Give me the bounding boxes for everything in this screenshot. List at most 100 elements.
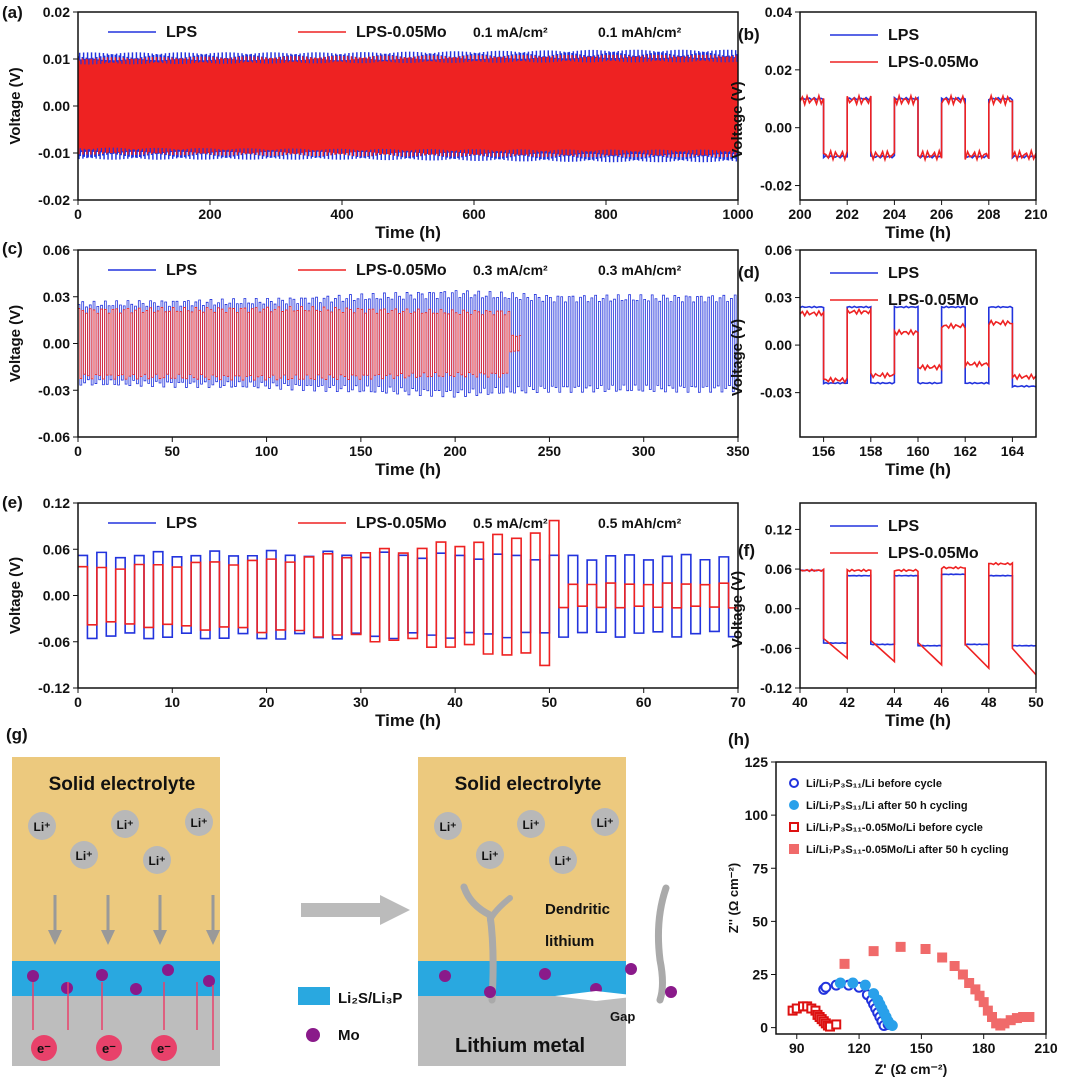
data-point xyxy=(859,979,871,991)
panel-label: (h) xyxy=(728,730,750,749)
x-tick-label: 210 xyxy=(1034,1040,1058,1056)
li-ion-icon xyxy=(476,841,504,869)
x-tick-label: 42 xyxy=(839,694,855,710)
li-ion-icon xyxy=(143,846,171,874)
x-tick-label: 158 xyxy=(859,443,883,459)
lithium-metal-layer xyxy=(418,996,626,1066)
x-tick-label: 150 xyxy=(910,1040,934,1056)
mo-particle xyxy=(625,963,637,975)
li-ion-label: Li⁺ xyxy=(76,849,93,863)
y-tick-label: 0.06 xyxy=(43,541,70,557)
panel-label: (a) xyxy=(2,3,23,22)
dendrite xyxy=(654,884,670,1004)
condition-label: 0.1 mA/cm² xyxy=(473,24,548,40)
li-ion-icon xyxy=(591,808,619,836)
legend-label: LPS-0.05Mo xyxy=(888,292,979,309)
legend-marker xyxy=(789,800,799,810)
y-tick-label: 100 xyxy=(745,807,769,823)
mo-particle xyxy=(484,986,496,998)
x-tick-label: 50 xyxy=(164,443,180,459)
legend-label: LPS-0.05Mo xyxy=(356,262,447,279)
data-point xyxy=(920,944,931,954)
x-tick-label: 210 xyxy=(1024,206,1048,222)
electron-label: e⁻ xyxy=(102,1041,116,1056)
y-tick-label: 0.04 xyxy=(765,4,792,20)
plot-area xyxy=(800,93,1036,163)
condition-label: 0.5 mAh/cm² xyxy=(598,515,682,531)
legend-label: LPS-0.05Mo xyxy=(888,54,979,71)
li-ion-label: Li⁺ xyxy=(482,849,499,863)
x-tick-label: 10 xyxy=(164,694,180,710)
interlayer xyxy=(12,961,220,996)
li-ion-label: Li⁺ xyxy=(597,816,614,830)
li-ion-icon xyxy=(549,846,577,874)
data-point xyxy=(895,941,906,952)
li-ion-icon xyxy=(70,841,98,869)
data-point xyxy=(834,977,846,989)
x-tick-label: 200 xyxy=(788,206,812,222)
panel-d: 156 158 160 162 164 0.06 0.03 0.00 -0.03 Time (h)… xyxy=(729,242,1037,479)
dendrite-label: Dendritic xyxy=(545,901,610,918)
y-tick-label: 0.00 xyxy=(43,336,70,352)
x-tick-label: 46 xyxy=(934,694,950,710)
x-tick-label: 400 xyxy=(330,206,354,222)
x-tick-label: 300 xyxy=(632,443,656,459)
y-tick-label: 0.00 xyxy=(765,120,792,136)
data-point xyxy=(868,946,879,957)
y-tick-label: 0.06 xyxy=(765,561,792,577)
panel-g-schematic: (g) Solid electrolyte Li⁺ Li⁺ Li⁺ Li⁺ Li⁺ e⁻ e⁻ e… xyxy=(6,725,677,1066)
mo-particle xyxy=(162,964,174,976)
panel-b: 200 202 204 206 208 210 0.04 0.02 0.00 -0.02 Time … xyxy=(729,4,1048,242)
legend-interlayer-swatch xyxy=(298,987,330,1005)
mo-particle xyxy=(27,970,39,982)
arrow-down-icon xyxy=(48,930,62,945)
data-point xyxy=(978,997,989,1008)
x-tick-label: 100 xyxy=(255,443,279,459)
x-tick-label: 250 xyxy=(538,443,562,459)
x-tick-label: 48 xyxy=(981,694,997,710)
x-axis-label: Time (h) xyxy=(375,460,441,479)
data-point xyxy=(886,1020,898,1031)
y-tick-label: 75 xyxy=(752,860,768,876)
mo-particle xyxy=(539,968,551,980)
y-tick-label: 0.00 xyxy=(43,588,70,604)
electrolyte-label: Solid electrolyte xyxy=(455,774,602,795)
x-tick-label: 40 xyxy=(792,694,808,710)
x-axis-label: Z' (Ω cm⁻²) xyxy=(875,1061,948,1077)
y-axis-label: Voltage (V) xyxy=(7,557,24,634)
y-tick-label: 0.06 xyxy=(43,242,70,258)
x-tick-label: 50 xyxy=(542,694,558,710)
plot-area xyxy=(800,305,1036,389)
y-tick-label: 0.12 xyxy=(765,521,792,537)
solid-electrolyte-layer xyxy=(418,757,626,961)
y-tick-label: -0.02 xyxy=(760,178,792,194)
axes-frame xyxy=(775,761,1047,1035)
series-line-lps-0-05mo xyxy=(78,306,522,381)
y-tick-label: -0.03 xyxy=(38,382,70,398)
li-ion-label: Li⁺ xyxy=(117,818,134,832)
x-tick-label: 44 xyxy=(887,694,903,710)
electron-icon xyxy=(151,1035,177,1061)
data-point xyxy=(847,977,859,989)
x-tick-label: 160 xyxy=(906,443,930,459)
li-ion-label: Li⁺ xyxy=(149,854,166,868)
li-ion-icon xyxy=(517,810,545,838)
legend-interlayer-label: Li₂S/Li₃P xyxy=(338,990,402,1007)
y-tick-label: 0.06 xyxy=(765,242,792,258)
legend-label: Li/Li₇P₃S₁₁/Li before cycle xyxy=(806,778,942,790)
li-ion-label: Li⁺ xyxy=(523,818,540,832)
y-tick-label: -0.01 xyxy=(38,145,70,161)
panel-label: (c) xyxy=(2,239,23,258)
data-point xyxy=(839,958,850,969)
mo-particle xyxy=(203,975,215,987)
panel-h: 90 120 150 180 210 0 25 50 75 100 125 Z' (Ω cm⁻²) Z'… xyxy=(726,730,1058,1077)
x-axis-label: Time (h) xyxy=(375,711,441,730)
solid-electrolyte-layer xyxy=(12,757,220,961)
series-line-lps-0-05mo xyxy=(800,306,1036,385)
legend-label: LPS xyxy=(888,265,919,282)
mo-particle xyxy=(439,970,451,982)
series-line-lps-0-05mo xyxy=(78,54,738,158)
legend-label: Li/Li₇P₃S₁₁-0.05Mo/Li before cycle xyxy=(806,822,983,834)
legend-mo-label: Mo xyxy=(338,1027,360,1044)
legend-label: LPS xyxy=(166,24,197,41)
